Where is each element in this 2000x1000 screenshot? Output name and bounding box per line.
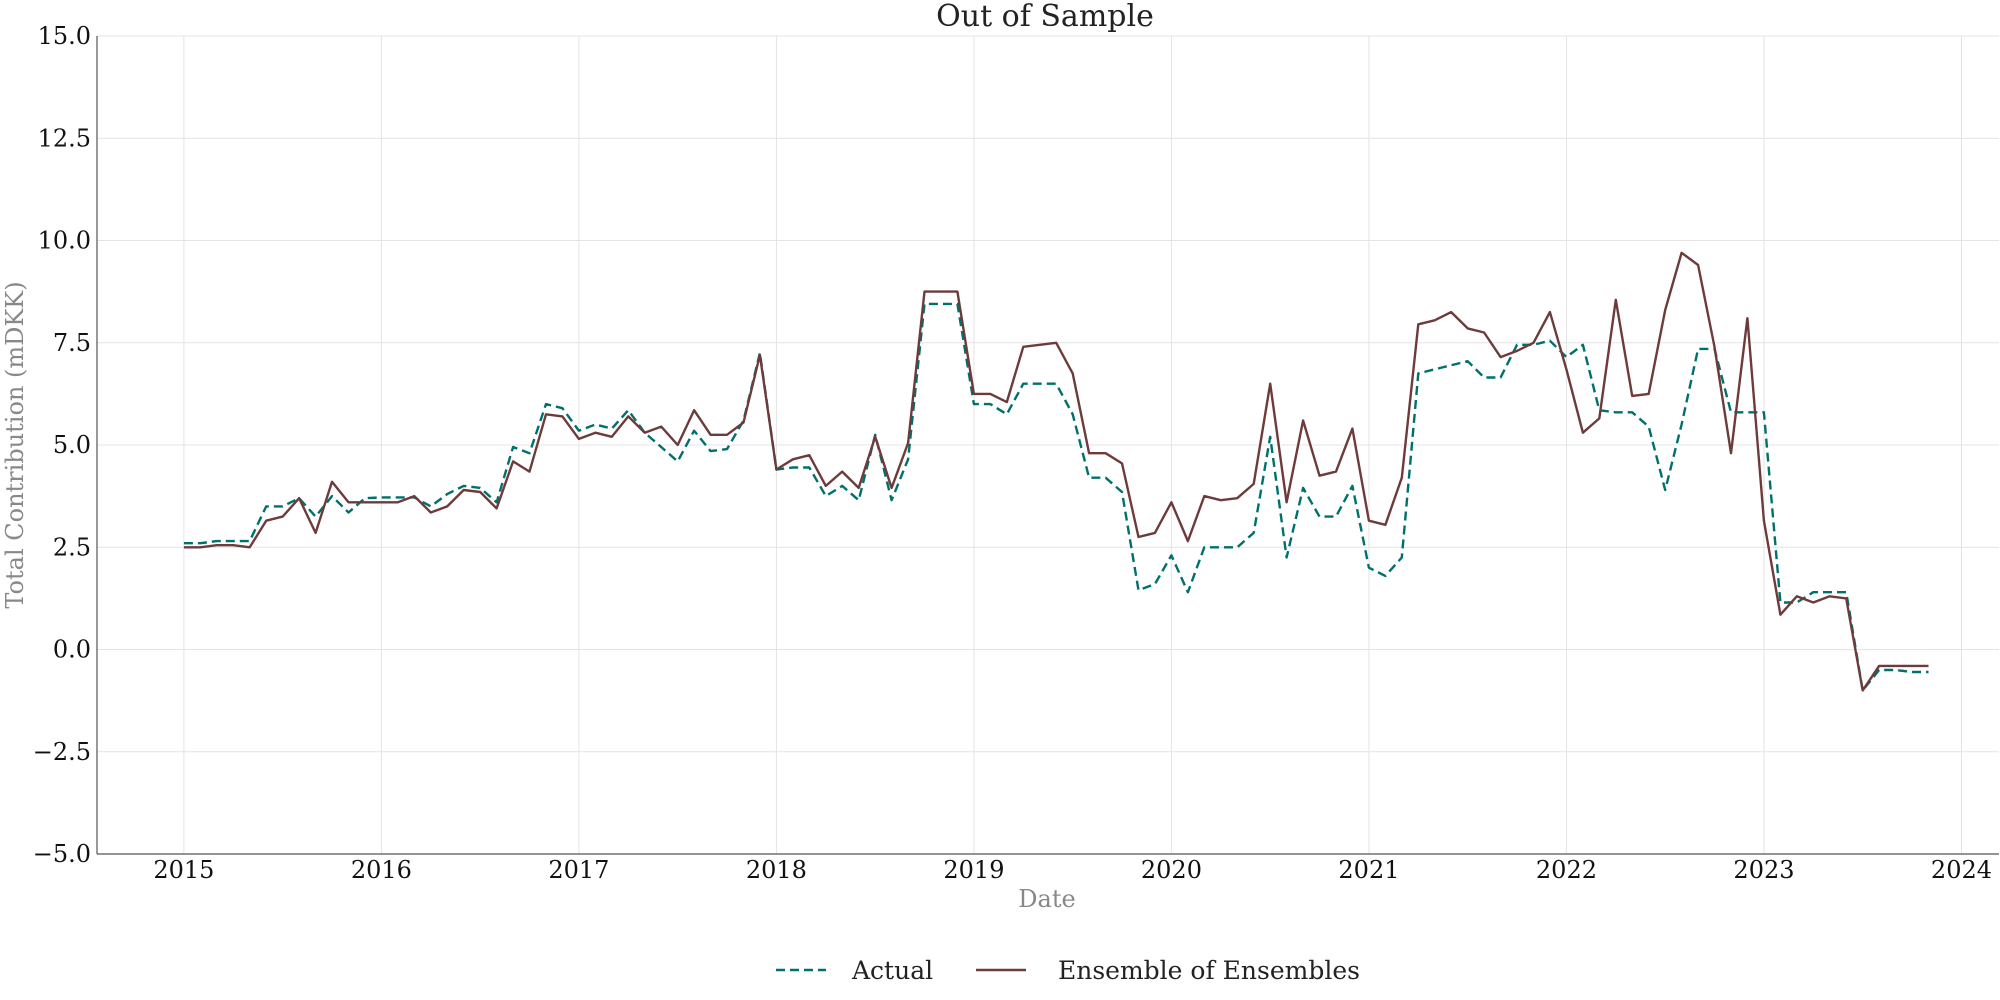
x-tick-label: 2021 xyxy=(1338,856,1399,884)
x-tick-label: 2019 xyxy=(943,856,1004,884)
y-tick-label: 0.0 xyxy=(53,636,91,664)
y-tick-label: 7.5 xyxy=(53,329,91,357)
x-tick-label: 2020 xyxy=(1141,856,1202,884)
axes xyxy=(96,36,1999,855)
y-tick-label: 5.0 xyxy=(53,431,91,459)
y-tick-label: 10.0 xyxy=(38,227,91,255)
y-tick-label: −5.0 xyxy=(33,840,91,868)
x-tick-label: 2023 xyxy=(1733,856,1794,884)
x-tick-labels: 2015 2016 2017 2018 2019 2020 2021 2022 2023 2024 xyxy=(153,856,1992,884)
x-tick-label: 2024 xyxy=(1931,856,1992,884)
legend-label-ensemble: Ensemble of Ensembles xyxy=(1058,956,1360,985)
series-lines xyxy=(183,251,1929,692)
x-tick-label: 2015 xyxy=(153,856,214,884)
x-tick-label: 2017 xyxy=(548,856,609,884)
series-line-actual xyxy=(183,302,1929,692)
grid-lines xyxy=(97,35,1999,855)
y-tick-label: 2.5 xyxy=(53,533,91,561)
y-tick-label: 15.0 xyxy=(38,22,91,50)
y-axis-label: Total Contribution (mDKK) xyxy=(1,281,29,608)
legend-label-actual: Actual xyxy=(851,956,933,985)
x-axis-label: Date xyxy=(1018,885,1075,913)
y-tick-label: 12.5 xyxy=(38,124,91,152)
x-tick-label: 2018 xyxy=(746,856,807,884)
series-line-ensemble xyxy=(183,251,1929,692)
y-tick-labels: −5.0 −2.5 0.0 2.5 5.0 7.5 10.0 12.5 15.0 xyxy=(33,22,91,868)
x-tick-label: 2016 xyxy=(351,856,412,884)
legend: Actual Ensemble of Ensembles xyxy=(776,956,1360,985)
x-tick-label: 2022 xyxy=(1536,856,1597,884)
chart-title: Out of Sample xyxy=(936,0,1154,34)
y-tick-label: −2.5 xyxy=(33,738,91,766)
